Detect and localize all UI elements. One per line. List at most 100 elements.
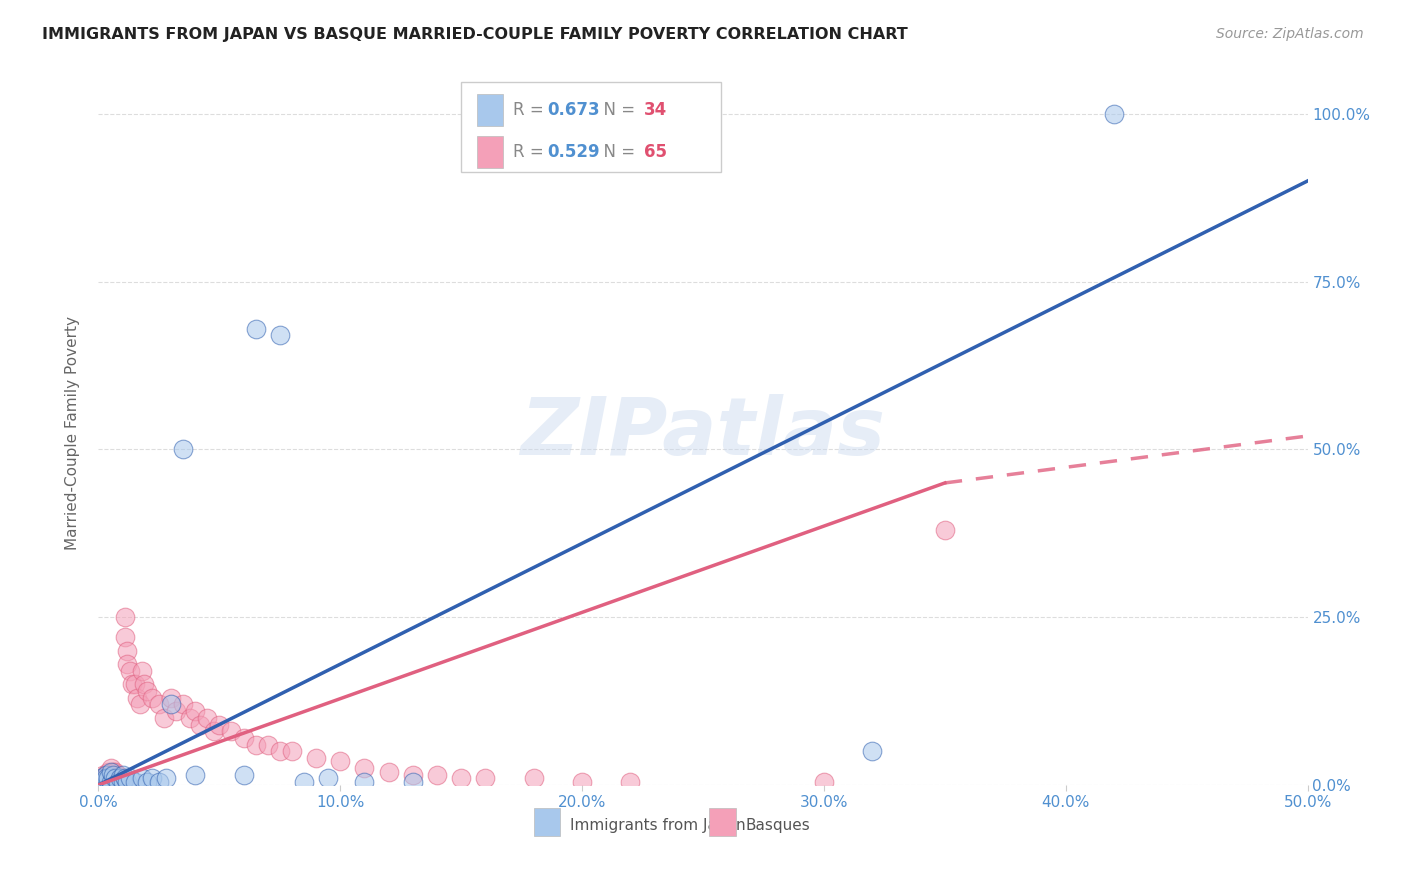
Point bbox=[91, 771, 114, 785]
Text: R =: R = bbox=[513, 143, 550, 161]
Point bbox=[402, 768, 425, 782]
Point bbox=[111, 774, 134, 789]
Y-axis label: Married-Couple Family Poverty: Married-Couple Family Poverty bbox=[65, 316, 80, 549]
Text: IMMIGRANTS FROM JAPAN VS BASQUE MARRIED-COUPLE FAMILY POVERTY CORRELATION CHART: IMMIGRANTS FROM JAPAN VS BASQUE MARRIED-… bbox=[42, 27, 908, 42]
Point bbox=[1102, 107, 1125, 121]
Point bbox=[94, 774, 117, 789]
Point bbox=[316, 771, 339, 785]
Point bbox=[124, 774, 146, 789]
Point bbox=[90, 771, 112, 785]
Point bbox=[118, 664, 141, 678]
Point bbox=[135, 684, 157, 698]
Point bbox=[329, 755, 352, 769]
Point bbox=[377, 764, 399, 779]
Point bbox=[221, 724, 243, 739]
Point bbox=[523, 771, 546, 785]
Point bbox=[104, 771, 127, 785]
Point bbox=[100, 761, 122, 775]
Point bbox=[134, 677, 156, 691]
Point bbox=[100, 764, 122, 779]
Point bbox=[101, 764, 124, 779]
Point bbox=[256, 738, 278, 752]
Point bbox=[188, 717, 211, 731]
Text: 0.529: 0.529 bbox=[547, 143, 599, 161]
Point bbox=[91, 768, 114, 782]
Point bbox=[108, 771, 131, 785]
Point bbox=[232, 768, 254, 782]
Point bbox=[101, 768, 124, 782]
Point bbox=[305, 751, 328, 765]
Point bbox=[111, 774, 134, 789]
Point bbox=[208, 717, 231, 731]
Point bbox=[402, 774, 425, 789]
Point bbox=[353, 774, 375, 789]
Point bbox=[94, 771, 117, 785]
Point bbox=[117, 644, 139, 658]
Point bbox=[91, 774, 114, 789]
Point bbox=[232, 731, 254, 745]
FancyBboxPatch shape bbox=[534, 807, 561, 836]
Point bbox=[148, 698, 170, 712]
Point bbox=[100, 768, 122, 782]
Point bbox=[117, 657, 139, 672]
Point bbox=[160, 690, 183, 705]
Text: ZIPatlas: ZIPatlas bbox=[520, 393, 886, 472]
Point bbox=[155, 771, 177, 785]
Point bbox=[141, 690, 163, 705]
Point bbox=[571, 774, 593, 789]
Point bbox=[152, 711, 174, 725]
Point bbox=[813, 774, 835, 789]
Point bbox=[131, 664, 153, 678]
Point bbox=[160, 698, 183, 712]
Point bbox=[101, 771, 124, 785]
Point bbox=[184, 768, 207, 782]
Point bbox=[114, 630, 136, 644]
Point bbox=[100, 771, 122, 785]
Point bbox=[124, 677, 146, 691]
Point bbox=[107, 774, 129, 789]
Point bbox=[114, 610, 136, 624]
Point bbox=[101, 768, 124, 782]
Point bbox=[90, 771, 112, 785]
Text: N =: N = bbox=[593, 101, 640, 120]
Point bbox=[94, 768, 117, 782]
Point bbox=[111, 771, 134, 785]
Point bbox=[127, 690, 149, 705]
Point bbox=[179, 711, 201, 725]
Point bbox=[292, 774, 315, 789]
Point bbox=[97, 764, 120, 779]
Point bbox=[172, 698, 194, 712]
Point bbox=[195, 711, 218, 725]
Point bbox=[131, 771, 153, 785]
Point bbox=[245, 321, 267, 335]
Text: Basques: Basques bbox=[745, 818, 810, 833]
Point bbox=[94, 768, 117, 782]
Text: 0.673: 0.673 bbox=[547, 101, 599, 120]
Point bbox=[111, 768, 134, 782]
FancyBboxPatch shape bbox=[461, 82, 721, 172]
Point bbox=[269, 328, 291, 343]
Text: 65: 65 bbox=[644, 143, 666, 161]
Point bbox=[90, 774, 112, 789]
Point bbox=[450, 771, 472, 785]
Point bbox=[141, 771, 163, 785]
Point bbox=[934, 523, 956, 537]
FancyBboxPatch shape bbox=[709, 807, 735, 836]
Point bbox=[108, 771, 131, 785]
Point bbox=[165, 704, 187, 718]
Point bbox=[118, 771, 141, 785]
Point bbox=[474, 771, 496, 785]
Point bbox=[860, 744, 883, 758]
Point bbox=[128, 698, 150, 712]
Point bbox=[107, 774, 129, 789]
Point bbox=[114, 771, 136, 785]
FancyBboxPatch shape bbox=[477, 95, 503, 126]
Point bbox=[104, 771, 127, 785]
FancyBboxPatch shape bbox=[477, 136, 503, 168]
Point bbox=[94, 771, 117, 785]
Text: Immigrants from Japan: Immigrants from Japan bbox=[569, 818, 745, 833]
Point bbox=[204, 724, 226, 739]
Point bbox=[104, 764, 127, 779]
Point bbox=[117, 774, 139, 789]
Point bbox=[172, 442, 194, 457]
